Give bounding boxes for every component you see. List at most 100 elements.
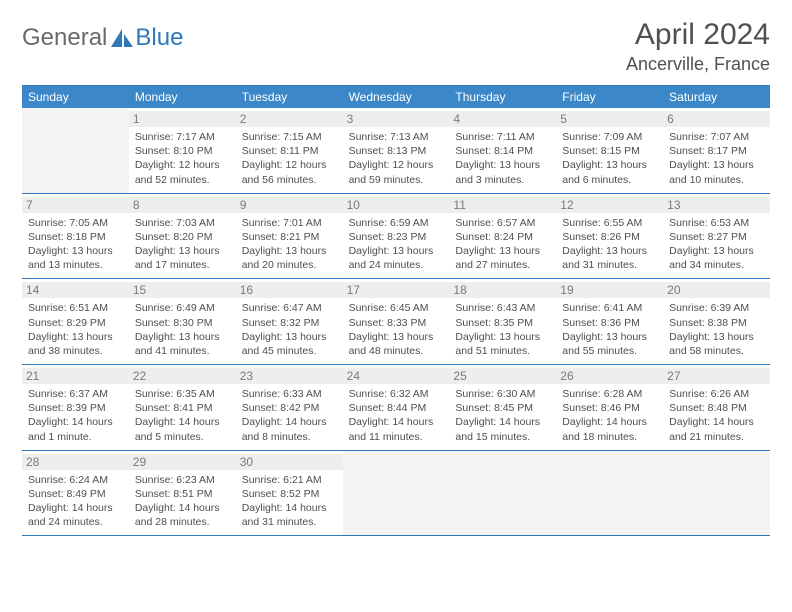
empty-cell — [663, 451, 770, 536]
empty-cell — [343, 451, 450, 536]
daylight-line: Daylight: 13 hours and 41 minutes. — [135, 330, 230, 358]
day-number: 26 — [556, 368, 663, 384]
header: General Blue April 2024 Ancerville, Fran… — [22, 18, 770, 75]
sunset-line: Sunset: 8:38 PM — [669, 316, 764, 330]
location: Ancerville, France — [626, 54, 770, 75]
sunrise-line: Sunrise: 6:23 AM — [135, 473, 230, 487]
day-header-row: SundayMondayTuesdayWednesdayThursdayFrid… — [22, 86, 770, 108]
sunrise-line: Sunrise: 6:55 AM — [562, 216, 657, 230]
day-number: 27 — [663, 368, 770, 384]
sunset-line: Sunset: 8:51 PM — [135, 487, 230, 501]
day-number: 13 — [663, 197, 770, 213]
day-cell: 16Sunrise: 6:47 AMSunset: 8:32 PMDayligh… — [236, 279, 343, 364]
sunset-line: Sunset: 8:41 PM — [135, 401, 230, 415]
daylight-line: Daylight: 13 hours and 24 minutes. — [349, 244, 444, 272]
daylight-line: Daylight: 14 hours and 5 minutes. — [135, 415, 230, 443]
sunrise-line: Sunrise: 6:45 AM — [349, 301, 444, 315]
daylight-line: Daylight: 13 hours and 45 minutes. — [242, 330, 337, 358]
day-header: Friday — [556, 86, 663, 108]
day-number: 23 — [236, 368, 343, 384]
sunset-line: Sunset: 8:30 PM — [135, 316, 230, 330]
day-header: Monday — [129, 86, 236, 108]
sunset-line: Sunset: 8:49 PM — [28, 487, 123, 501]
daylight-line: Daylight: 13 hours and 38 minutes. — [28, 330, 123, 358]
daylight-line: Daylight: 13 hours and 58 minutes. — [669, 330, 764, 358]
logo-sail-icon — [111, 29, 133, 47]
sunset-line: Sunset: 8:21 PM — [242, 230, 337, 244]
day-cell: 6Sunrise: 7:07 AMSunset: 8:17 PMDaylight… — [663, 108, 770, 193]
day-cell: 2 Sunrise: 7:15 AMSunset: 8:11 PMDaylight… — [236, 108, 343, 193]
sunrise-line: Sunrise: 7:05 AM — [28, 216, 123, 230]
daylight-line: Daylight: 14 hours and 15 minutes. — [455, 415, 550, 443]
calendar: SundayMondayTuesdayWednesdayThursdayFrid… — [22, 85, 770, 536]
day-number: 2 — [236, 111, 343, 127]
sunrise-line: Sunrise: 6:47 AM — [242, 301, 337, 315]
sunrise-line: Sunrise: 7:15 AM — [242, 130, 337, 144]
day-cell: 23Sunrise: 6:33 AMSunset: 8:42 PMDayligh… — [236, 365, 343, 450]
day-number: 3 — [343, 111, 450, 127]
daylight-line: Daylight: 12 hours and 56 minutes. — [242, 158, 337, 186]
day-cell: 26Sunrise: 6:28 AMSunset: 8:46 PMDayligh… — [556, 365, 663, 450]
empty-cell — [22, 108, 129, 193]
day-number: 22 — [129, 368, 236, 384]
day-header: Saturday — [663, 86, 770, 108]
sunrise-line: Sunrise: 6:57 AM — [455, 216, 550, 230]
daylight-line: Daylight: 14 hours and 28 minutes. — [135, 501, 230, 529]
day-cell: 13Sunrise: 6:53 AMSunset: 8:27 PMDayligh… — [663, 194, 770, 279]
day-number: 1 — [129, 111, 236, 127]
day-number: 28 — [22, 454, 129, 470]
sunset-line: Sunset: 8:20 PM — [135, 230, 230, 244]
day-number: 10 — [343, 197, 450, 213]
week-row: 7Sunrise: 7:05 AMSunset: 8:18 PMDaylight… — [22, 194, 770, 280]
sunset-line: Sunset: 8:52 PM — [242, 487, 337, 501]
sunset-line: Sunset: 8:11 PM — [242, 144, 337, 158]
day-number: 14 — [22, 282, 129, 298]
daylight-line: Daylight: 13 hours and 3 minutes. — [455, 158, 550, 186]
day-number: 4 — [449, 111, 556, 127]
daylight-line: Daylight: 13 hours and 10 minutes. — [669, 158, 764, 186]
logo-text-blue: Blue — [135, 24, 183, 52]
month-title: April 2024 — [626, 18, 770, 52]
day-cell: 4Sunrise: 7:11 AMSunset: 8:14 PMDaylight… — [449, 108, 556, 193]
sunrise-line: Sunrise: 6:59 AM — [349, 216, 444, 230]
daylight-line: Daylight: 13 hours and 27 minutes. — [455, 244, 550, 272]
day-number: 21 — [22, 368, 129, 384]
daylight-line: Daylight: 13 hours and 48 minutes. — [349, 330, 444, 358]
day-header: Tuesday — [236, 86, 343, 108]
logo: General Blue — [22, 24, 183, 52]
sunrise-line: Sunrise: 7:17 AM — [135, 130, 230, 144]
sunrise-line: Sunrise: 6:35 AM — [135, 387, 230, 401]
sunrise-line: Sunrise: 6:26 AM — [669, 387, 764, 401]
sunrise-line: Sunrise: 7:03 AM — [135, 216, 230, 230]
daylight-line: Daylight: 13 hours and 51 minutes. — [455, 330, 550, 358]
sunset-line: Sunset: 8:45 PM — [455, 401, 550, 415]
sunrise-line: Sunrise: 6:28 AM — [562, 387, 657, 401]
day-number: 5 — [556, 111, 663, 127]
sunset-line: Sunset: 8:29 PM — [28, 316, 123, 330]
day-cell: 21Sunrise: 6:37 AMSunset: 8:39 PMDayligh… — [22, 365, 129, 450]
sunrise-line: Sunrise: 7:01 AM — [242, 216, 337, 230]
day-number: 11 — [449, 197, 556, 213]
sunset-line: Sunset: 8:24 PM — [455, 230, 550, 244]
day-cell: 19Sunrise: 6:41 AMSunset: 8:36 PMDayligh… — [556, 279, 663, 364]
day-cell: 15Sunrise: 6:49 AMSunset: 8:30 PMDayligh… — [129, 279, 236, 364]
day-number: 18 — [449, 282, 556, 298]
day-cell: 18Sunrise: 6:43 AMSunset: 8:35 PMDayligh… — [449, 279, 556, 364]
sunset-line: Sunset: 8:48 PM — [669, 401, 764, 415]
weeks-container: 1Sunrise: 7:17 AMSunset: 8:10 PMDaylight… — [22, 108, 770, 536]
sunrise-line: Sunrise: 6:37 AM — [28, 387, 123, 401]
day-cell: 10Sunrise: 6:59 AMSunset: 8:23 PMDayligh… — [343, 194, 450, 279]
day-cell: 27Sunrise: 6:26 AMSunset: 8:48 PMDayligh… — [663, 365, 770, 450]
sunrise-line: Sunrise: 6:43 AM — [455, 301, 550, 315]
day-cell: 3Sunrise: 7:13 AMSunset: 8:13 PMDaylight… — [343, 108, 450, 193]
daylight-line: Daylight: 13 hours and 6 minutes. — [562, 158, 657, 186]
sunset-line: Sunset: 8:39 PM — [28, 401, 123, 415]
week-row: 21 Sunrise: 6:37 AMSunset: 8:39 PM Dayligh… — [22, 365, 770, 451]
sunrise-line: Sunrise: 6:53 AM — [669, 216, 764, 230]
sunset-line: Sunset: 8:42 PM — [242, 401, 337, 415]
sunset-line: Sunset: 8:26 PM — [562, 230, 657, 244]
sunrise-line: Sunrise: 6:32 AM — [349, 387, 444, 401]
day-number: 29 — [129, 454, 236, 470]
sunset-line: Sunset: 8:27 PM — [669, 230, 764, 244]
day-cell: 29 Sunrise: 6:23 AMSunset: 8:51 PMDayligh… — [129, 451, 236, 536]
